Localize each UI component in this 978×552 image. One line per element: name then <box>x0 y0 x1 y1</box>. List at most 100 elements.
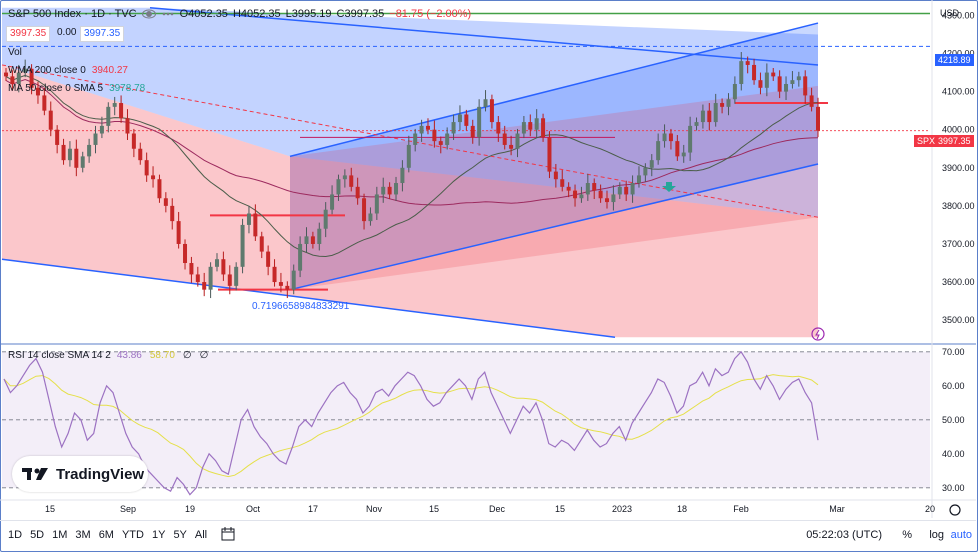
time-tick-label: Sep <box>120 504 136 514</box>
price-tick-label: 3700.00 <box>942 239 975 249</box>
candle-body <box>99 125 104 134</box>
ask-box[interactable]: 3997.35 <box>80 26 125 42</box>
more-icon[interactable] <box>161 8 175 20</box>
candle-body <box>214 259 219 267</box>
volume-legend[interactable]: Vol <box>8 47 22 58</box>
candle-body <box>681 152 686 157</box>
descending-mid-line <box>1 64 819 218</box>
candle-body <box>61 144 66 161</box>
ma-value: 3978.78 <box>109 83 146 94</box>
candle-body <box>48 110 53 130</box>
axes-layer: 4300.00 4200.00 4100.00 4000.00 3900.00 3800.… <box>0 0 976 518</box>
high-value: H4052.35 <box>232 8 281 20</box>
candle-body <box>227 274 232 286</box>
candle-body <box>323 209 328 229</box>
candle-body <box>598 190 603 199</box>
low-value: L3995.19 <box>285 8 332 20</box>
rsi-tick-label: 50.00 <box>942 415 965 425</box>
candle-body <box>419 125 424 134</box>
timeframe-1d[interactable]: 1D <box>8 529 23 541</box>
candle-body <box>656 141 661 161</box>
timeframe-6m[interactable]: 6M <box>98 529 114 541</box>
candle-body <box>55 129 60 145</box>
descending-upper-line <box>149 7 819 66</box>
time-tick-label: Dec <box>489 504 506 514</box>
candle-body <box>176 221 181 244</box>
candle-body <box>144 160 149 176</box>
candle-body <box>752 64 757 81</box>
candle-body <box>74 148 79 168</box>
candle-body <box>605 198 610 203</box>
clock-display[interactable]: 05:22:03 (UTC) <box>806 529 882 541</box>
candle-body <box>547 137 552 172</box>
ma-legend[interactable]: MA 50 close 0 SMA 5 3978.78 <box>8 83 147 94</box>
blue-channel <box>290 23 818 290</box>
candle-body <box>611 194 616 203</box>
price-tick-label: 3800.00 <box>942 201 975 211</box>
candle-body <box>483 99 488 107</box>
percent-toggle[interactable]: % <box>902 529 912 541</box>
candle-body <box>189 263 194 275</box>
candle-body <box>726 99 731 107</box>
log-toggle[interactable]: log <box>929 529 944 541</box>
candle-body <box>183 243 188 264</box>
rsi-sma-value: 58.70 <box>149 350 175 361</box>
timeframe-1y[interactable]: 1Y <box>151 529 166 541</box>
candle-body <box>624 186 629 195</box>
tradingview-logo[interactable]: TradingView <box>12 456 148 492</box>
candle-body <box>515 133 520 149</box>
candle-body <box>662 133 667 142</box>
candle-body <box>707 110 712 123</box>
candle-body <box>451 122 456 134</box>
candle-body <box>541 118 546 138</box>
bid-box[interactable]: 3997.35 <box>6 26 51 42</box>
timeframe-3m[interactable]: 3M <box>75 529 91 541</box>
timeframe-ytd[interactable]: YTD <box>121 529 144 541</box>
date-range-icon[interactable] <box>221 526 235 544</box>
ma-label: MA 50 close 0 SMA 5 <box>8 83 104 94</box>
candle-body <box>585 183 590 195</box>
price-tick-label: 4200.00 <box>942 49 975 59</box>
timeframe-1m[interactable]: 1M <box>52 529 68 541</box>
candle-body <box>406 144 411 168</box>
auto-toggle[interactable]: auto <box>950 529 972 541</box>
timeframe-5d[interactable]: 5D <box>30 529 45 541</box>
candle-body <box>803 76 808 96</box>
candle-body <box>336 179 341 195</box>
candle-body <box>285 285 290 290</box>
eye-icon[interactable] <box>141 8 156 20</box>
wma-label: WMA 200 close 0 <box>8 65 86 76</box>
candle-body <box>560 179 565 187</box>
symbol-title[interactable]: S&P 500 Index · 1D · TVC <box>8 8 137 20</box>
rsi-tick-label: 60.00 <box>942 381 965 391</box>
rsi-sma-line <box>3 374 819 478</box>
rsi-value: 43.86 <box>116 350 142 361</box>
candle-body <box>202 282 207 290</box>
timeframe-all[interactable]: All <box>194 529 208 541</box>
candle-body <box>93 133 98 145</box>
candle-body <box>489 99 494 123</box>
candle-body <box>291 270 296 290</box>
candle-body <box>112 103 117 107</box>
candle-body <box>67 148 72 161</box>
wma-legend[interactable]: WMA 200 close 0 3940.27 <box>8 65 130 76</box>
close-value: C3997.35 <box>336 8 385 20</box>
candle-body <box>688 125 693 153</box>
candle-body <box>592 183 597 191</box>
time-tick-label: 20 <box>925 504 935 514</box>
timeframe-5y[interactable]: 5Y <box>173 529 187 541</box>
candle-body <box>221 259 226 275</box>
time-tick-label: Nov <box>366 504 383 514</box>
candle-body <box>278 282 283 286</box>
candle-body <box>521 122 526 134</box>
rsi-legend[interactable]: RSI 14 close SMA 14 2 43.86 58.70 ∅ ∅ <box>8 350 210 361</box>
candle-body <box>4 72 8 77</box>
rsi-z1: ∅ <box>182 350 192 361</box>
fib-annotation[interactable]: 0.7196658984833291 <box>252 301 350 312</box>
channel-upper-line <box>289 22 819 158</box>
candle-body <box>23 68 28 73</box>
candle-body <box>368 213 373 222</box>
candle-body <box>157 179 162 199</box>
candle-body <box>349 175 354 187</box>
